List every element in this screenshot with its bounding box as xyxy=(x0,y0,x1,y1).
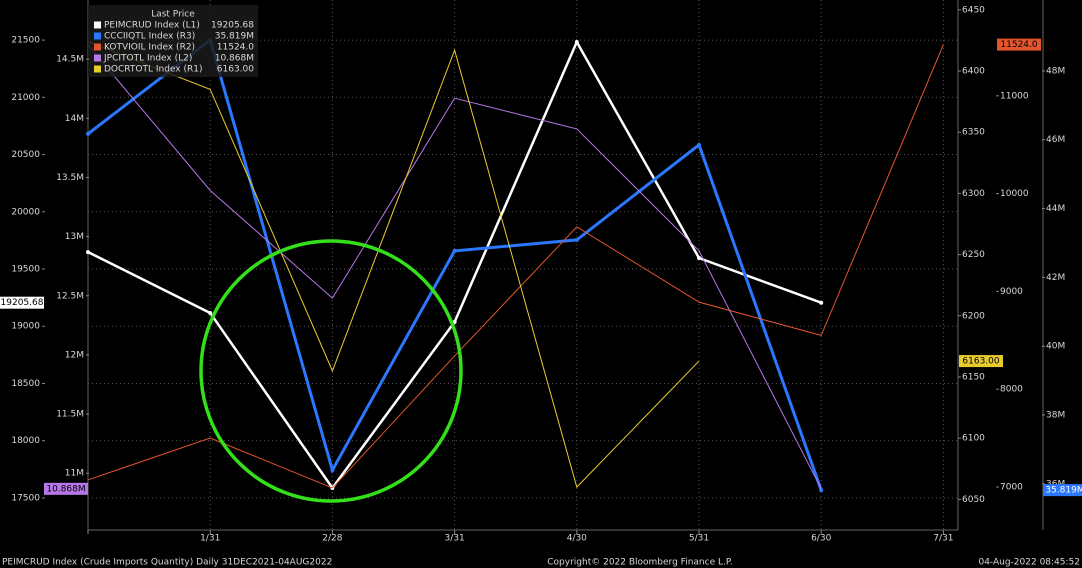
highlight-circle xyxy=(199,239,463,503)
y-tick-label: 48M xyxy=(1046,66,1065,76)
point xyxy=(819,300,824,305)
y-tick-label: 44M xyxy=(1046,204,1065,214)
legend-swatch xyxy=(94,65,101,73)
point xyxy=(452,248,457,253)
x-tick-label: 5/31 xyxy=(689,534,709,544)
y-tick-label: 6350 xyxy=(962,128,985,138)
legend-value: 10.868M xyxy=(215,54,254,64)
legend-value: 19205.68 xyxy=(211,21,254,31)
legend-name: PEIMCRUD Index (L1) xyxy=(104,21,200,31)
point xyxy=(86,250,90,255)
y-tick-label: 19000 xyxy=(11,322,40,332)
legend-name: CCCIIQTL Index (R3) xyxy=(104,32,195,42)
y-tick-label: 8000 xyxy=(1000,385,1023,395)
value-tag-bg xyxy=(1043,484,1082,497)
y-tick-label: 19500 xyxy=(11,265,40,275)
series-line xyxy=(87,44,944,489)
y-tick-label: 20000 xyxy=(11,207,40,217)
legend-value: 35.819M xyxy=(215,32,254,42)
y-tick-label: 18500 xyxy=(11,379,40,389)
point xyxy=(574,40,579,45)
y-tick-label: 13M xyxy=(65,232,84,242)
x-tick-label: 7/31 xyxy=(933,534,953,544)
point xyxy=(697,142,701,147)
y-tick-label: 6450 xyxy=(962,5,985,15)
y-tick-label: 6400 xyxy=(962,66,985,76)
y-tick-label: 18000 xyxy=(11,436,40,446)
y-tick-label: 40M xyxy=(1046,342,1065,352)
footer-center: Copyright© 2022 Bloomberg Finance L.P. xyxy=(547,558,732,568)
y-tick-label: 14M xyxy=(65,114,84,124)
y-tick-label: 7000 xyxy=(1000,482,1023,492)
legend-value: 6163.00 xyxy=(217,65,254,75)
y-tick-label: 10000 xyxy=(1000,189,1029,199)
point xyxy=(208,310,213,315)
y-tick-label: 6150 xyxy=(962,372,985,382)
y-tick-label: 42M xyxy=(1046,273,1065,283)
legend-title: Last Price xyxy=(151,10,195,20)
point xyxy=(574,237,579,242)
value-tag-bg xyxy=(959,355,1003,368)
y-tick-label: 21500 xyxy=(11,36,40,46)
point xyxy=(86,131,90,136)
y-tick-label: 6050 xyxy=(962,495,985,505)
legend-swatch xyxy=(94,43,101,51)
value-tag: 19205.68 xyxy=(1,298,44,308)
footer-left: PEIMCRUD Index (Crude Imports Quantity) … xyxy=(2,558,332,568)
value-tag: 6163.00 xyxy=(962,357,999,367)
y-tick-label: 12M xyxy=(65,350,84,360)
x-tick-label: 4/30 xyxy=(567,534,587,544)
x-tick-label: 6/30 xyxy=(811,534,831,544)
legend-name: JPCITOTL Index (L2) xyxy=(103,54,192,64)
legend: Last Price PEIMCRUD Index (L1) 19205.68 CC… xyxy=(88,5,258,77)
value-tag: 10.868M xyxy=(46,484,85,494)
legend-name: KOTVIOIL Index (R2) xyxy=(104,43,195,53)
y-tick-label: 13.5M xyxy=(56,173,84,183)
y-tick-label: 11.5M xyxy=(56,410,84,420)
axes: 17500 18000 18500 19000 19500 20000 20500 21000… xyxy=(0,5,1082,544)
value-tag-bg xyxy=(997,38,1041,51)
y-tick-label: 11000 xyxy=(1000,91,1029,101)
series-line xyxy=(87,41,700,489)
value-tag: 35.819M xyxy=(1045,486,1082,496)
value-tag-bg xyxy=(44,482,88,495)
y-tick-label: 20500 xyxy=(11,150,40,160)
y-tick-label: 12.5M xyxy=(56,291,84,301)
y-tick-label: 6100 xyxy=(962,434,985,444)
legend-swatch xyxy=(94,21,101,29)
legend-value: 11524.0 xyxy=(217,43,254,53)
value-tag: 11524.0 xyxy=(1000,40,1037,50)
legend-swatch xyxy=(94,32,101,40)
legend-name: DOCRTOTL Index (R1) xyxy=(104,65,203,75)
x-tick-label: 3/31 xyxy=(444,534,464,544)
legend-swatch xyxy=(94,54,101,62)
y-tick-label: 21000 xyxy=(11,93,40,103)
value-tag-bg xyxy=(0,296,44,309)
y-tick-label: 14.5M xyxy=(56,55,84,65)
point xyxy=(819,488,824,493)
series-line xyxy=(87,44,822,490)
x-tick-label: 2/28 xyxy=(322,534,342,544)
legend-box xyxy=(88,5,258,77)
point xyxy=(330,468,335,473)
y-tick-label: 17500 xyxy=(11,493,40,503)
grid xyxy=(87,0,958,530)
y-tick-label: 6200 xyxy=(962,311,985,321)
y-tick-label: 6250 xyxy=(962,250,985,260)
point xyxy=(697,256,701,261)
footer-right: 04-Aug-2022 08:45:52 xyxy=(978,558,1080,568)
y-tick-label: 11M xyxy=(65,469,84,479)
y-tick-label: 6300 xyxy=(962,189,985,199)
y-tick-label: 38M xyxy=(1046,411,1065,421)
x-tick-label: 1/31 xyxy=(200,534,220,544)
y-tick-label: 46M xyxy=(1046,135,1065,145)
y-tick-label: 9000 xyxy=(1000,287,1023,297)
